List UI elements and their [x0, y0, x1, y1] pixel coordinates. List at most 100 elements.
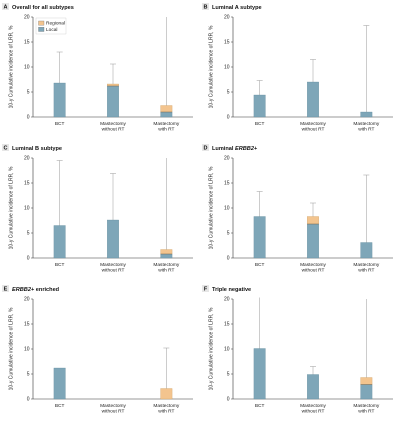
y-tick-label: 10	[224, 65, 230, 71]
y-axis-title: 10-y Cumulative incidence of LRR, %	[9, 307, 15, 390]
y-tick-label: 20	[24, 15, 30, 21]
legend-label: Regional	[46, 21, 65, 27]
y-tick-label: 20	[224, 297, 230, 303]
panel-letter: D	[204, 146, 208, 152]
panel-letter-badge	[202, 3, 209, 10]
y-tick-label: 10	[224, 206, 230, 212]
x-category-label: without RT	[302, 268, 325, 274]
x-category-label: with RT	[358, 127, 374, 133]
panel-title: Luminal A subtype	[212, 5, 262, 11]
y-tick-label: 15	[224, 40, 230, 46]
x-category-label: without RT	[302, 127, 325, 133]
bar-regional	[307, 216, 319, 225]
x-category-label: with RT	[358, 409, 374, 415]
y-tick-label: 20	[24, 156, 30, 162]
y-tick-label: 5	[227, 90, 230, 96]
bar-local	[307, 374, 319, 400]
y-axis-title: 10-y Cumulative incidence of LRR, %	[209, 307, 215, 390]
panel-letter: F	[204, 287, 208, 293]
x-category-label: Mastectomy	[153, 262, 179, 268]
x-category-label: Mastectomy	[100, 121, 126, 127]
panel-c: C Luminal B subtype 0 5 10 15 20 10-y Cumulativ…	[0, 141, 200, 282]
x-category-label: without RT	[102, 409, 125, 415]
y-tick-label: 5	[227, 231, 230, 237]
bar-local	[253, 94, 266, 118]
y-tick-label: 15	[224, 322, 230, 328]
bar-local	[360, 242, 373, 259]
x-category-label: Mastectomy	[353, 262, 379, 268]
y-tick-label: 15	[24, 181, 30, 187]
y-tick-label: 0	[27, 397, 30, 403]
x-category-label: Mastectomy	[100, 403, 126, 409]
y-tick-label: 0	[227, 115, 230, 121]
x-category-label: Mastectomy	[300, 403, 326, 409]
x-category-label: with RT	[358, 268, 374, 274]
bar-local	[160, 111, 173, 118]
chart-e: E ERBB2+ enriched 0 5 10 15 20 10-y Cumulative …	[2, 285, 193, 415]
panel-letter: B	[204, 5, 208, 11]
bar-local	[107, 219, 119, 259]
x-category-label: BCT	[255, 121, 265, 127]
x-category-label: BCT	[55, 403, 65, 409]
bar-local	[160, 253, 173, 259]
y-tick-label: 0	[27, 115, 30, 121]
bar-regional	[160, 388, 173, 400]
x-category-label: Mastectomy	[100, 262, 126, 268]
x-category-label: without RT	[102, 127, 125, 133]
x-category-label: Mastectomy	[300, 262, 326, 268]
panel-title: Luminal ERBB2+	[212, 146, 258, 152]
legend-swatch	[38, 20, 45, 26]
panel-letter-badge	[2, 3, 9, 10]
bar-local	[107, 85, 119, 118]
panel-f: F Triple negative 0 5 10 15 20 10-y Cumulative …	[200, 282, 400, 423]
panel-letter: A	[4, 5, 8, 11]
x-category-label: with RT	[158, 268, 174, 274]
panel-letter-badge	[2, 144, 9, 151]
panel-d: D Luminal ERBB2+ 0 5 10 15 20 10-y Cumulative i…	[200, 141, 400, 282]
y-tick-label: 20	[224, 15, 230, 21]
bar-local	[307, 81, 319, 118]
x-category-label: BCT	[55, 262, 65, 268]
bar-local	[307, 223, 319, 259]
x-category-label: Mastectomy	[353, 403, 379, 409]
legend-swatch	[38, 27, 45, 32]
chart-b: B Luminal A subtype 0 5 10 15 20 10-y Cumulativ…	[202, 3, 393, 133]
panel-title: Luminal B subtype	[12, 146, 62, 152]
panel-letter-badge	[202, 285, 209, 292]
y-tick-label: 0	[227, 256, 230, 262]
bar-local	[360, 384, 373, 400]
y-tick-label: 0	[227, 397, 230, 403]
bar-local	[360, 111, 373, 118]
y-tick-label: 20	[224, 156, 230, 162]
y-tick-label: 10	[24, 347, 30, 353]
bar-regional	[107, 83, 119, 87]
legend-label: Local	[46, 27, 57, 33]
y-tick-label: 15	[24, 40, 30, 46]
y-tick-label: 0	[27, 256, 30, 262]
bar-local	[253, 216, 266, 259]
x-category-label: BCT	[55, 121, 65, 127]
panel-letter: E	[4, 287, 8, 293]
bar-regional	[160, 249, 173, 255]
bar-local	[253, 348, 266, 400]
panel-a: A Overall for all subtypes 0 5 10 15 20 10-y Cu…	[0, 0, 200, 141]
y-tick-label: 5	[227, 372, 230, 378]
panel-title: ERBB2+ enriched	[12, 287, 60, 293]
y-tick-label: 5	[27, 231, 30, 237]
x-category-label: without RT	[102, 268, 125, 274]
x-category-label: BCT	[255, 262, 265, 268]
panel-e: E ERBB2+ enriched 0 5 10 15 20 10-y Cumulative …	[0, 282, 200, 423]
bar-regional	[160, 105, 173, 113]
panel-letter: C	[4, 146, 8, 152]
x-category-label: Mastectomy	[300, 121, 326, 127]
bar-local	[53, 82, 66, 118]
y-tick-label: 10	[24, 65, 30, 71]
x-category-label: BCT	[255, 403, 265, 409]
x-category-label: Mastectomy	[153, 121, 179, 127]
panel-b: B Luminal A subtype 0 5 10 15 20 10-y Cumulativ…	[200, 0, 400, 141]
y-axis-title: 10-y Cumulative incidence of LRR, %	[209, 166, 215, 249]
x-category-label: with RT	[158, 127, 174, 133]
x-category-label: Mastectomy	[353, 121, 379, 127]
bar-local	[53, 367, 66, 400]
